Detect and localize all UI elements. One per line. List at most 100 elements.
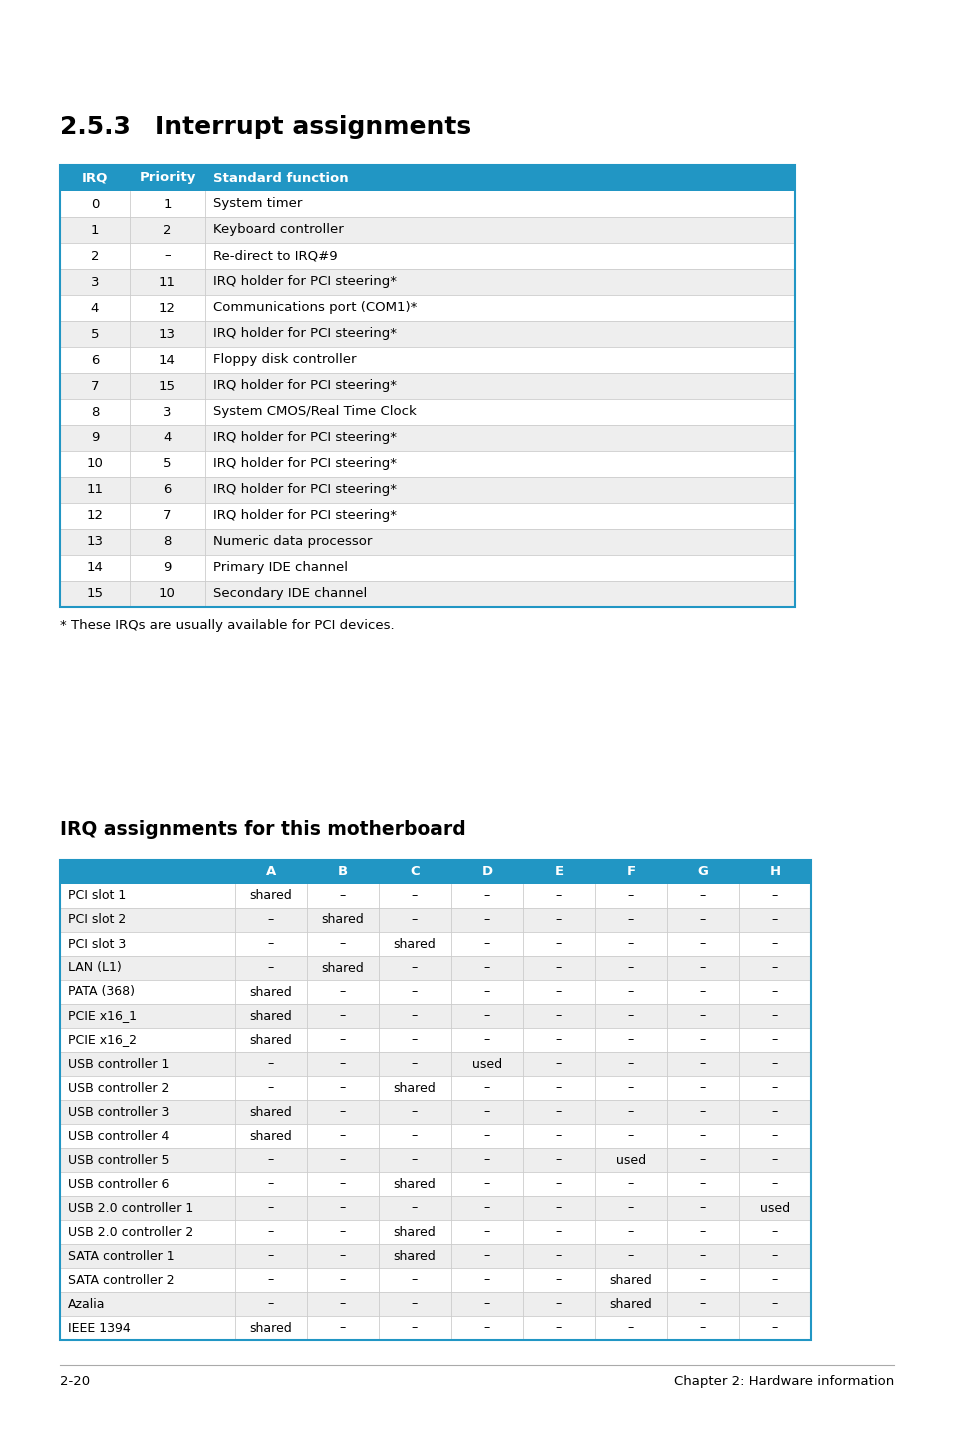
- Bar: [451, 1268, 522, 1291]
- Bar: [666, 884, 739, 907]
- Bar: [205, 581, 794, 607]
- Text: –: –: [771, 1322, 778, 1334]
- Bar: [234, 981, 307, 1004]
- Text: IRQ holder for PCI steering*: IRQ holder for PCI steering*: [213, 483, 396, 496]
- Text: –: –: [268, 913, 274, 926]
- Bar: [595, 1172, 666, 1196]
- Text: USB 2.0 controller 1: USB 2.0 controller 1: [68, 1202, 193, 1215]
- Bar: [130, 452, 205, 477]
- Bar: [378, 1244, 451, 1268]
- Bar: [60, 981, 234, 1004]
- Bar: [378, 1196, 451, 1219]
- Bar: [307, 1125, 378, 1148]
- Bar: [60, 243, 130, 269]
- Bar: [739, 932, 810, 956]
- Text: –: –: [412, 890, 417, 903]
- Text: –: –: [556, 1250, 561, 1263]
- Text: –: –: [339, 890, 346, 903]
- Text: IRQ holder for PCI steering*: IRQ holder for PCI steering*: [213, 328, 396, 341]
- Text: –: –: [771, 890, 778, 903]
- Bar: [666, 860, 739, 884]
- Text: PATA (368): PATA (368): [68, 985, 135, 998]
- Bar: [378, 1004, 451, 1028]
- Text: –: –: [339, 1202, 346, 1215]
- Bar: [666, 956, 739, 981]
- Text: shared: shared: [394, 1225, 436, 1238]
- Bar: [666, 1291, 739, 1316]
- Text: IEEE 1394: IEEE 1394: [68, 1322, 131, 1334]
- Text: –: –: [556, 1297, 561, 1310]
- Text: 4: 4: [163, 431, 172, 444]
- Bar: [234, 1076, 307, 1100]
- Bar: [307, 1076, 378, 1100]
- Bar: [60, 398, 130, 426]
- Bar: [595, 1028, 666, 1053]
- Bar: [307, 1172, 378, 1196]
- Bar: [60, 1291, 234, 1316]
- Bar: [739, 1291, 810, 1316]
- Text: 11: 11: [159, 276, 175, 289]
- Text: –: –: [556, 938, 561, 951]
- Bar: [595, 981, 666, 1004]
- Text: E: E: [554, 866, 563, 879]
- Text: 14: 14: [159, 354, 175, 367]
- Bar: [739, 1076, 810, 1100]
- Bar: [451, 1004, 522, 1028]
- Bar: [666, 1100, 739, 1125]
- Bar: [205, 347, 794, 372]
- Text: –: –: [412, 1297, 417, 1310]
- Text: shared: shared: [250, 890, 292, 903]
- Bar: [130, 321, 205, 347]
- Text: –: –: [627, 1009, 634, 1022]
- Bar: [378, 1268, 451, 1291]
- Text: Floppy disk controller: Floppy disk controller: [213, 354, 356, 367]
- Bar: [595, 1219, 666, 1244]
- Bar: [130, 191, 205, 217]
- Bar: [205, 555, 794, 581]
- Text: shared: shared: [609, 1297, 652, 1310]
- Text: –: –: [700, 1322, 705, 1334]
- Text: –: –: [771, 1153, 778, 1166]
- Text: –: –: [700, 1274, 705, 1287]
- Text: –: –: [556, 1034, 561, 1047]
- Text: Interrupt assignments: Interrupt assignments: [154, 115, 471, 139]
- Bar: [60, 1053, 234, 1076]
- Text: –: –: [483, 985, 490, 998]
- Text: 3: 3: [163, 406, 172, 418]
- Bar: [451, 884, 522, 907]
- Bar: [378, 1053, 451, 1076]
- Text: D: D: [481, 866, 492, 879]
- Text: –: –: [412, 985, 417, 998]
- Text: –: –: [483, 890, 490, 903]
- Text: USB controller 5: USB controller 5: [68, 1153, 170, 1166]
- Text: –: –: [771, 962, 778, 975]
- Text: –: –: [483, 1034, 490, 1047]
- Bar: [522, 1148, 595, 1172]
- Bar: [60, 347, 130, 372]
- Bar: [130, 555, 205, 581]
- Bar: [378, 1172, 451, 1196]
- Bar: [60, 529, 130, 555]
- Bar: [666, 981, 739, 1004]
- Text: 8: 8: [91, 406, 99, 418]
- Text: shared: shared: [394, 1178, 436, 1191]
- Text: –: –: [771, 938, 778, 951]
- Bar: [234, 1125, 307, 1148]
- Text: –: –: [339, 1057, 346, 1070]
- Bar: [234, 1268, 307, 1291]
- Text: –: –: [556, 1178, 561, 1191]
- Bar: [60, 1100, 234, 1125]
- Text: 12: 12: [159, 302, 175, 315]
- Text: –: –: [339, 1297, 346, 1310]
- Text: 2-20: 2-20: [60, 1375, 90, 1388]
- Text: PCIE x16_2: PCIE x16_2: [68, 1034, 137, 1047]
- Bar: [60, 1004, 234, 1028]
- Text: –: –: [483, 1202, 490, 1215]
- Bar: [378, 1100, 451, 1125]
- Text: –: –: [700, 1057, 705, 1070]
- Text: –: –: [700, 890, 705, 903]
- Text: IRQ assignments for this motherboard: IRQ assignments for this motherboard: [60, 820, 465, 838]
- Bar: [739, 860, 810, 884]
- Text: –: –: [700, 962, 705, 975]
- Text: –: –: [627, 1129, 634, 1143]
